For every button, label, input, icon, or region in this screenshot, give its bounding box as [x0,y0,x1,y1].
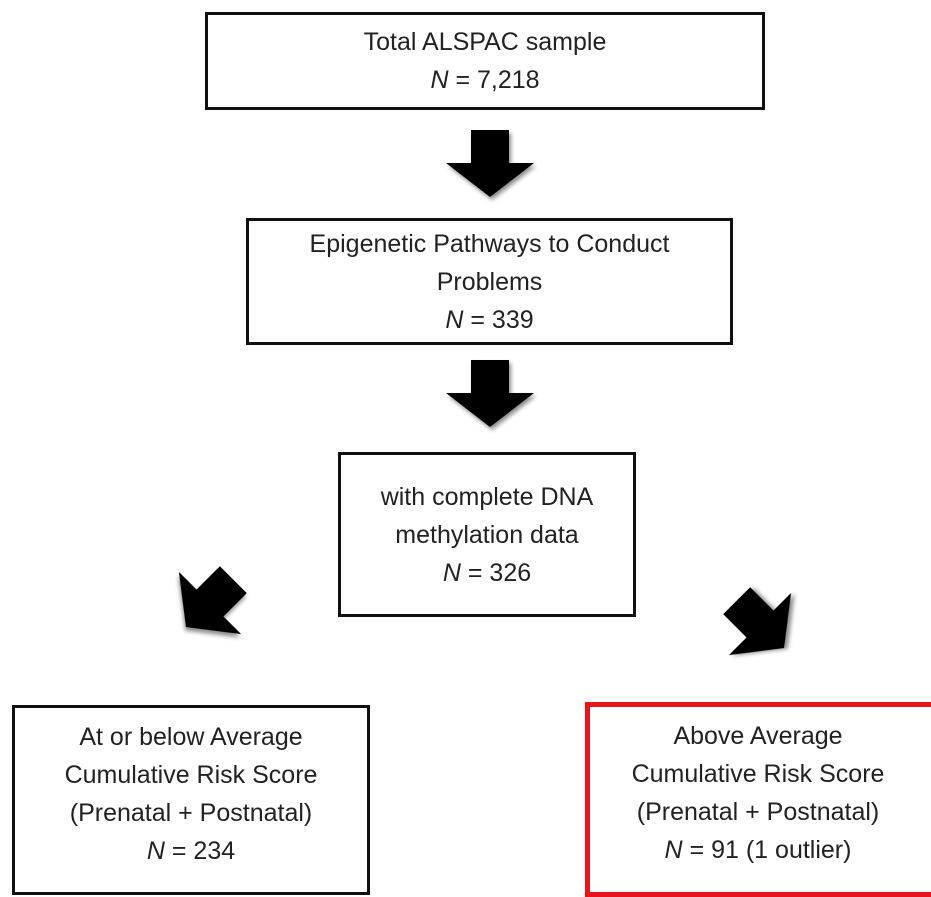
node-count: N = 234 [147,832,235,870]
node-box: with complete DNA methylation data N = 326 [338,452,636,617]
node-text: Total ALSPAC sample [363,28,607,56]
node-text: Problems [436,267,543,296]
node-text: (Prenatal + Postnatal) [69,799,313,827]
node-text: Above Average [673,721,843,750]
node-box: Epigenetic Pathways to Conduct Problems N … [246,218,733,345]
count-symbol: N [430,66,449,94]
count-value: = 326 [467,558,532,587]
node-text: Cumulative Risk Score [64,761,318,789]
count-value: = 91 (1 outlier) [689,835,852,864]
node-count: N = 339 [445,301,533,339]
count-symbol: N [445,305,464,334]
count-symbol: N [146,837,165,865]
count-value: = 339 [470,305,534,334]
node-box: At or below Average Cumulative Risk Score… [12,705,370,895]
node-count: N = 7,218 [430,61,539,99]
node-box: Total ALSPAC sample N = 7,218 [205,12,765,110]
arrow [446,130,534,197]
arrow [446,360,534,427]
count-symbol: N [442,558,461,587]
node-box: Above Average Cumulative Risk Score (Prena… [585,702,931,897]
node-text: (Prenatal + Postnatal) [636,797,880,826]
node-text: with complete DNA [380,482,594,511]
count-value: = 234 [171,837,236,865]
node-count: N = 326 [443,554,531,592]
count-value: = 7,218 [455,66,540,94]
node-text: Cumulative Risk Score [631,759,885,788]
node-text: At or below Average [79,723,303,751]
arrow [705,569,816,680]
node-text: methylation data [395,520,579,549]
node-count: N = 91 (1 outlier) [665,831,852,869]
arrow [154,548,265,659]
count-symbol: N [664,835,683,864]
node-text: Epigenetic Pathways to Conduct [309,229,670,258]
